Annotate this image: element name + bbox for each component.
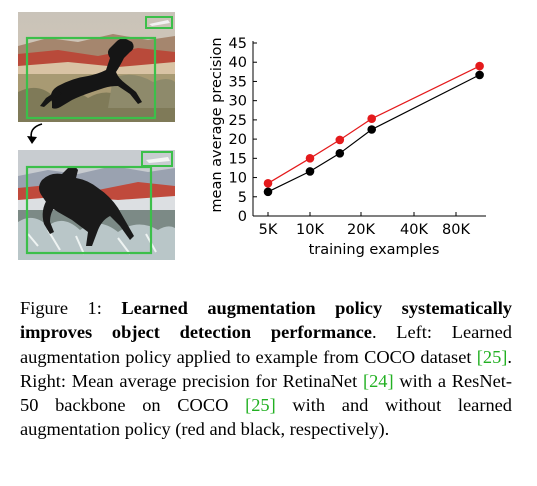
y-tick-label: 45	[229, 36, 247, 52]
y-tick-label: 30	[229, 94, 247, 110]
data-point	[475, 70, 484, 80]
y-tick-label: 35	[229, 74, 247, 90]
data-point	[305, 167, 315, 176]
chart-axes: 0 5 10 15 20 25 30 35 40 45 5K 10K 20K 40K 80K	[229, 36, 486, 238]
y-tick-label: 40	[229, 55, 247, 71]
y-axis-label: mean average precision	[209, 37, 225, 212]
original-example-image	[18, 12, 175, 122]
data-point	[263, 179, 273, 188]
y-tick-label: 10	[229, 171, 247, 187]
citation-link[interactable]: [25]	[476, 346, 508, 367]
chart-marks	[263, 61, 484, 197]
map-chart: mean average precision training examples…	[209, 36, 486, 258]
x-axis-label: training examples	[309, 242, 440, 258]
citation-link[interactable]: [24]	[362, 370, 394, 391]
y-tick-label: 0	[238, 209, 247, 225]
data-point	[367, 114, 376, 123]
caption-bold-title: Learned augmentation policy systematical…	[20, 298, 512, 343]
data-point	[263, 187, 273, 197]
data-point	[335, 149, 345, 158]
caption-text-3: with a ResNet-50 backbone on COCO	[20, 370, 512, 416]
citation-link[interactable]: [25]	[245, 395, 276, 416]
x-tick-label: 20K	[347, 222, 375, 238]
data-point	[335, 135, 345, 145]
figure-caption: Figure 1: Learned augmentation policy sy…	[20, 296, 512, 442]
x-tick-label: 40K	[400, 222, 428, 238]
series-line	[267, 74, 480, 193]
x-tick-label: 5K	[259, 222, 278, 238]
y-tick-label: 20	[229, 132, 247, 148]
x-tick-label: 10K	[296, 222, 324, 238]
y-tick-label: 25	[229, 113, 247, 129]
curved-arrow-icon	[27, 123, 43, 144]
series-line	[267, 65, 480, 184]
caption-label: Figure 1:	[20, 298, 102, 318]
y-tick-label: 5	[238, 190, 247, 206]
y-tick-label: 15	[229, 151, 247, 167]
data-point	[305, 154, 315, 163]
caption-text-4: with and without learned augmentation po…	[20, 395, 513, 440]
caption-text-2: . Right: Mean average precision for Reti…	[20, 346, 512, 391]
data-point	[475, 61, 484, 71]
caption-text-1: . Left: Learned augmentation policy appl…	[20, 322, 512, 367]
x-tick-label: 80K	[442, 222, 470, 238]
data-point	[367, 125, 376, 134]
augmented-example-image	[18, 150, 175, 260]
